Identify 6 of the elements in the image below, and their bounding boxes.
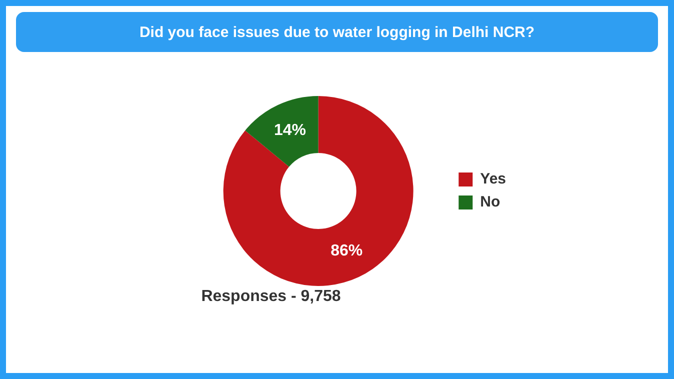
chart-title: Did you face issues due to water logging in Delhi NCR? [16, 12, 658, 52]
data-label: 86% [330, 242, 363, 260]
legend-label: No [480, 194, 500, 211]
text: Responses - 9,758 [200, 288, 342, 306]
data-label: 14% [274, 122, 306, 140]
legend-label: Yes [480, 170, 506, 188]
